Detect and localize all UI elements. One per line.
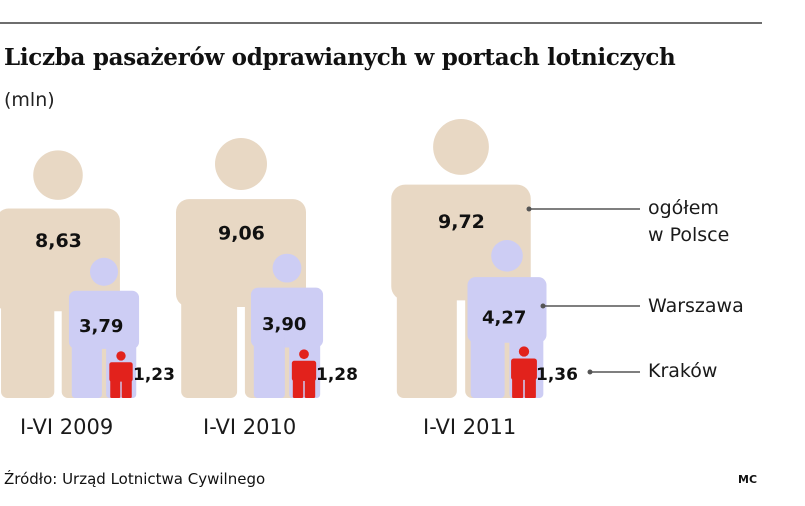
value-warszawa-0: 3,79: [79, 316, 123, 337]
value-krakow-0: 1,23: [133, 365, 175, 385]
category-label-1: I-VI 2010: [203, 415, 296, 439]
figure-krakow-0: [109, 351, 133, 398]
author-credit: MC: [738, 473, 758, 486]
value-krakow-2: 1,36: [536, 365, 578, 385]
legend-label-2: Kraków: [648, 360, 717, 382]
legend-label-1: Warszawa: [648, 295, 744, 317]
legend-label-0: ogółem w Polsce: [648, 197, 729, 246]
value-total-0: 8,63: [35, 230, 82, 252]
category-label-0: I-VI 2009: [20, 415, 113, 439]
category-label-2: I-VI 2011: [423, 415, 516, 439]
figure-krakow-1: [291, 349, 317, 398]
unit-label: (mln): [4, 89, 55, 111]
value-total-2: 9,72: [438, 211, 485, 233]
chart-title: Liczba pasażerów odprawianych w portach …: [4, 44, 676, 71]
figure-krakow-2: [511, 346, 537, 398]
value-total-1: 9,06: [218, 222, 265, 244]
value-krakow-1: 1,28: [316, 365, 358, 385]
value-warszawa-1: 3,90: [262, 314, 306, 335]
value-warszawa-2: 4,27: [482, 308, 526, 329]
top-rule: [0, 22, 762, 24]
source-note: Źródło: Urząd Lotnictwa Cywilnego: [4, 470, 266, 488]
